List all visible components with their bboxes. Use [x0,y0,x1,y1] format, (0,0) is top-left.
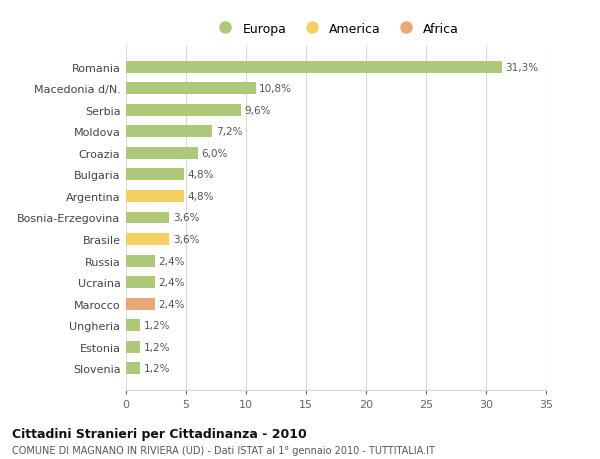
Text: 7,2%: 7,2% [216,127,242,137]
Text: Cittadini Stranieri per Cittadinanza - 2010: Cittadini Stranieri per Cittadinanza - 2… [12,427,307,440]
Bar [126,255,155,267]
Bar [126,62,502,73]
Text: 1,2%: 1,2% [144,342,170,352]
Bar [126,212,169,224]
Bar [126,277,155,288]
Text: COMUNE DI MAGNANO IN RIVIERA (UD) - Dati ISTAT al 1° gennaio 2010 - TUTTITALIA.I: COMUNE DI MAGNANO IN RIVIERA (UD) - Dati… [12,445,435,455]
Bar [126,341,140,353]
Bar [126,126,212,138]
Bar [126,83,256,95]
Text: 4,8%: 4,8% [187,170,214,180]
Text: 2,4%: 2,4% [158,256,185,266]
Text: 2,4%: 2,4% [158,299,185,309]
Bar [126,363,140,375]
Legend: Europa, America, Africa: Europa, America, Africa [208,18,464,41]
Bar [126,169,184,181]
Text: 4,8%: 4,8% [187,191,214,202]
Text: 2,4%: 2,4% [158,278,185,287]
Text: 3,6%: 3,6% [173,235,199,245]
Bar [126,298,155,310]
Text: 1,2%: 1,2% [144,320,170,330]
Text: 3,6%: 3,6% [173,213,199,223]
Text: 1,2%: 1,2% [144,364,170,374]
Text: 9,6%: 9,6% [245,106,271,116]
Text: 10,8%: 10,8% [259,84,292,94]
Bar [126,148,198,159]
Text: 31,3%: 31,3% [505,62,538,73]
Bar [126,190,184,202]
Text: 6,0%: 6,0% [202,149,228,158]
Bar [126,319,140,331]
Bar [126,234,169,246]
Bar [126,105,241,117]
